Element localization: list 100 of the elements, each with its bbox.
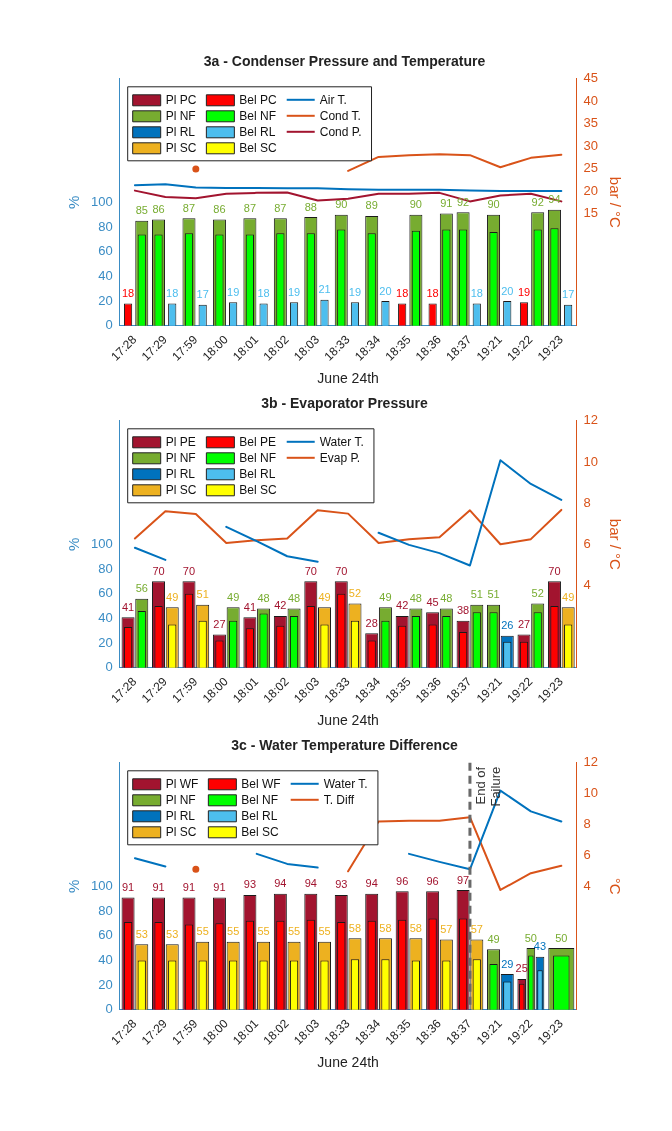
legend-label: Pl PE — [165, 435, 196, 450]
legend-label: Pl SC — [165, 141, 197, 156]
data-label: 96 — [426, 874, 439, 887]
legend-label: Pl NF — [165, 793, 196, 808]
y-tick-label: 40 — [98, 609, 113, 625]
y2-tick-label: 6 — [583, 535, 591, 551]
legend-label: Pl NF — [165, 109, 196, 124]
data-label: 88 — [304, 200, 317, 213]
data-label: 19 — [287, 285, 301, 298]
data-label: 18 — [396, 287, 409, 300]
y-tick-label: 100 — [90, 535, 113, 551]
data-label: 91 — [213, 880, 226, 893]
legend-label: Bel PC — [239, 93, 278, 108]
data-label: 17 — [562, 288, 575, 301]
data-label: 87 — [274, 201, 287, 214]
data-label: 48 — [287, 592, 301, 605]
y-tick-label: 0 — [105, 317, 113, 333]
data-label: 57 — [440, 922, 453, 935]
legend-label: Bel NF — [239, 451, 277, 466]
data-label: 41 — [243, 600, 257, 613]
data-label: 48 — [440, 592, 453, 605]
legend-label: Cond T. — [319, 109, 361, 124]
legend-label: Water T. — [319, 435, 364, 450]
data-label: 90 — [487, 198, 500, 211]
data-label: 27 — [213, 617, 226, 630]
data-label: 28 — [365, 616, 378, 629]
data-label: 55 — [318, 925, 331, 938]
data-label: 42 — [396, 599, 409, 612]
y2-tick-label: 30 — [583, 137, 599, 153]
x-axis-title: June 24th — [317, 712, 379, 729]
y2-axis-title: bar / °C — [606, 176, 624, 228]
data-label: 49 — [166, 590, 179, 603]
data-label: 52 — [348, 587, 362, 600]
y2-tick-label: 45 — [583, 70, 599, 86]
data-label: 21 — [318, 283, 331, 296]
data-label: 55 — [257, 925, 270, 938]
y2-tick-label: 8 — [583, 816, 591, 832]
y2-tick-label: 40 — [583, 92, 599, 108]
data-label: 18 — [166, 287, 179, 300]
data-label: 55 — [227, 925, 240, 938]
data-label: 51 — [470, 588, 483, 601]
data-label: 58 — [409, 921, 423, 934]
y-axis-title: % — [65, 195, 83, 209]
data-label: 94 — [304, 877, 317, 890]
data-label: 94 — [365, 877, 378, 890]
data-label: 97 — [456, 873, 470, 886]
data-label: 19 — [348, 285, 362, 298]
legend-label: Evap P. — [319, 451, 361, 466]
data-label: 51 — [196, 588, 209, 601]
data-label: 26 — [501, 619, 514, 632]
x-axis-title: June 24th — [317, 1054, 379, 1071]
data-label: 38 — [456, 604, 470, 617]
x-axis-title: June 24th — [317, 370, 379, 387]
y2-tick-label: 12 — [583, 412, 599, 428]
y-tick-label: 20 — [98, 292, 113, 308]
data-label: 85 — [135, 204, 148, 217]
data-label: 17 — [196, 288, 209, 301]
data-label: 20 — [379, 284, 392, 297]
legend-label: Air T. — [319, 93, 347, 108]
y-tick-label: 100 — [90, 193, 113, 209]
data-label: 49 — [487, 932, 500, 945]
data-label: 18 — [470, 287, 483, 300]
data-label: 19 — [227, 285, 240, 298]
legend-label: Pl RL — [165, 125, 196, 140]
data-label: 93 — [243, 878, 257, 891]
y-tick-label: 0 — [105, 659, 113, 675]
legend-label: Bel RL — [239, 125, 276, 140]
data-label: 49 — [227, 590, 240, 603]
data-label: 48 — [257, 592, 270, 605]
data-label: 89 — [365, 199, 378, 212]
data-label: 52 — [531, 587, 544, 600]
y-tick-label: 80 — [98, 902, 113, 918]
legend-label: Pl WF — [165, 777, 199, 792]
data-label: 20 — [501, 284, 514, 297]
data-label: 91 — [121, 880, 135, 893]
y2-tick-label: 4 — [583, 577, 591, 593]
chart-title: 3a - Condenser Pressure and Temperature — [203, 53, 486, 70]
y-tick-label: 20 — [98, 976, 113, 992]
data-label: 96 — [396, 874, 409, 887]
legend-label: Cond P. — [319, 125, 362, 140]
data-label: 86 — [152, 203, 165, 216]
y2-tick-label: 10 — [583, 453, 599, 469]
y2-tick-label: 12 — [583, 754, 599, 770]
legend-label: Pl RL — [165, 809, 196, 824]
legend-label: Bel SC — [239, 483, 278, 498]
legend-label: Bel SC — [239, 141, 278, 156]
data-label: 51 — [487, 588, 500, 601]
data-label: 48 — [409, 592, 423, 605]
data-label: 29 — [501, 957, 514, 970]
data-label: 91 — [182, 880, 196, 893]
y-tick-label: 0 — [105, 1001, 113, 1017]
chart-title: 3b - Evaporator Pressure — [261, 395, 428, 412]
y-tick-label: 20 — [98, 634, 113, 650]
legend-label: Bel RL — [239, 467, 276, 482]
y-tick-label: 60 — [98, 585, 113, 601]
data-label: 57 — [470, 922, 483, 935]
data-label: 42 — [274, 599, 287, 612]
data-label: 19 — [517, 285, 531, 298]
data-label: 58 — [348, 921, 362, 934]
data-label: 70 — [182, 564, 196, 577]
